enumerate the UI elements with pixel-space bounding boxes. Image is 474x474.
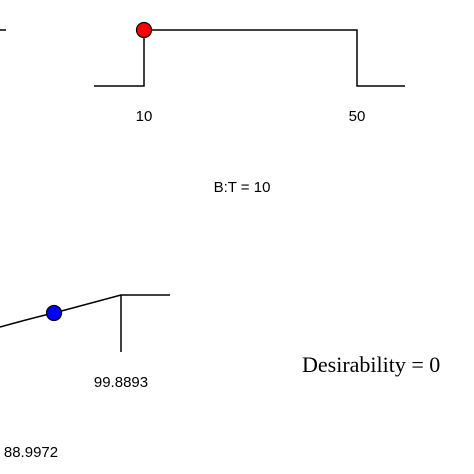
overall-desirability-text: Desirability = 0 (302, 352, 440, 377)
bottom-x-tick-label: 99.8893 (94, 374, 148, 391)
top-desirability-step-line (94, 29, 405, 87)
top-x-tick-label-50: 50 (349, 108, 366, 125)
bottom-current-value-marker (45, 304, 63, 322)
top-current-setting-marker (135, 21, 153, 39)
bottom-current-value-label: 88.9972 (4, 444, 58, 461)
top-x-tick-label-10: 10 (136, 108, 153, 125)
bottom-desirability-ramp-line (0, 294, 170, 328)
top-variable-setting-label: B:T = 10 (214, 179, 271, 196)
